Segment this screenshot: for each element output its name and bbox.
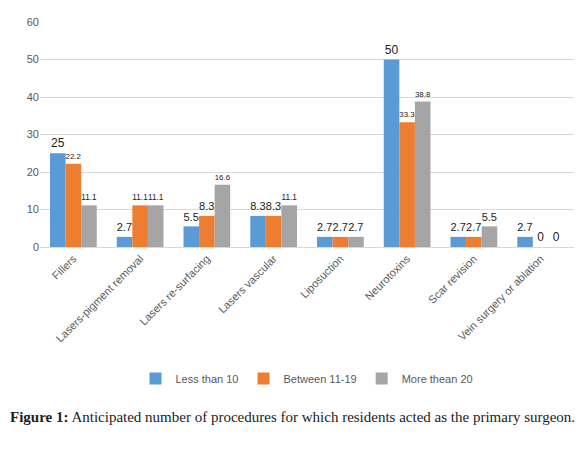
svg-text:Liposuction: Liposuction [298,253,346,301]
svg-text:Lasers re-surfacing: Lasers re-surfacing [137,253,212,328]
svg-text:0: 0 [553,230,560,244]
svg-text:11.1: 11.1 [281,193,297,202]
svg-text:5.5: 5.5 [184,211,199,223]
svg-text:10: 10 [27,203,39,215]
svg-text:30: 30 [27,128,39,140]
svg-text:Neurotoxins: Neurotoxins [362,252,412,302]
svg-text:38.8: 38.8 [415,90,431,99]
svg-text:8.3: 8.3 [266,200,281,212]
svg-text:40: 40 [27,91,39,103]
svg-text:11.1: 11.1 [132,193,148,202]
svg-text:2.7: 2.7 [517,221,532,233]
svg-text:2.7: 2.7 [451,221,466,233]
svg-text:Between 11-19: Between 11-19 [284,373,357,385]
svg-text:Lasers vascular: Lasers vascular [216,252,279,315]
svg-text:2.7: 2.7 [117,221,132,233]
svg-text:5.5: 5.5 [482,211,497,223]
svg-text:25: 25 [51,136,65,150]
svg-text:2.7: 2.7 [333,221,348,233]
svg-text:More thean 20: More thean 20 [402,373,473,385]
svg-text:Less than 10: Less than 10 [176,373,239,385]
svg-text:16.6: 16.6 [215,173,231,182]
svg-text:11.1: 11.1 [81,193,97,202]
svg-text:33.3: 33.3 [399,110,415,119]
svg-text:2.7: 2.7 [348,221,363,233]
svg-text:0: 0 [537,230,544,244]
svg-text:50: 50 [385,43,399,57]
svg-text:Scar revision: Scar revision [426,253,479,306]
svg-text:2.7: 2.7 [317,221,332,233]
html-text:Figure 1: Anticipated number o: Figure 1: Anticipated number of procedur… [10,409,576,425]
svg-text:Fillers: Fillers [49,252,79,282]
svg-text:60: 60 [27,16,39,28]
svg-text:0: 0 [33,241,39,253]
svg-text:2.7: 2.7 [466,221,481,233]
svg-text:50: 50 [27,53,39,65]
svg-text:8.3: 8.3 [250,200,265,212]
svg-text:8.3: 8.3 [199,200,214,212]
svg-text:20: 20 [27,166,39,178]
svg-text:22.2: 22.2 [66,152,81,161]
svg-text:Vein surgery or ablation: Vein surgery or ablation [456,253,546,343]
svg-text:11.1: 11.1 [148,193,164,202]
svg-text:Lasers-pigment removal: Lasers-pigment removal [54,253,146,345]
